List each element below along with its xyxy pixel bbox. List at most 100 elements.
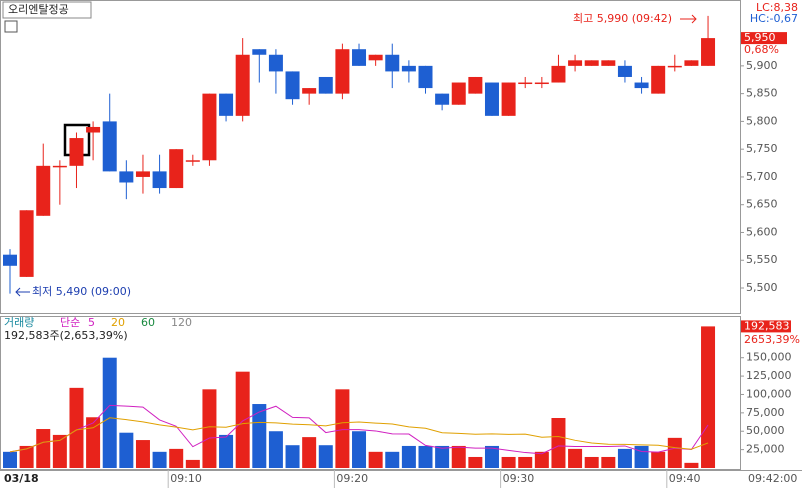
price-tag [741,32,787,45]
candle-body [385,54,400,72]
candle-body [52,165,67,168]
candle-body [185,160,200,162]
volume-bar [268,431,283,468]
volume-bar [36,429,51,468]
volume-ma [9,404,709,455]
legend-period: 5 [88,316,95,329]
candle-body [335,49,350,94]
price-panel [0,0,741,314]
volume-bar [401,445,416,468]
volume-bar [202,389,217,468]
volume-bar [335,389,350,468]
candle-body [3,254,17,266]
candle-body [401,65,416,72]
high-arrow [680,14,697,24]
volume-bar [169,448,184,468]
volume-bar [152,451,167,468]
volume-bar [185,459,200,468]
volume-pct: 2653,39% [744,333,800,346]
volume-bar [352,431,367,468]
x-tick-label: 09:20 [336,472,368,485]
volume-tick-label: 125,000 [746,369,792,382]
candle-body [484,82,499,116]
candle-body [302,88,317,94]
candle-body [601,60,616,66]
volume-ma [9,417,709,453]
volume-bar [667,437,682,468]
volume-bar [69,387,84,468]
hc-label: HC:-0,67 [750,12,798,25]
volume-bar [3,451,17,468]
volume-bar [102,357,117,468]
candle-body [568,60,583,66]
candle-body [667,65,682,68]
candle-body [435,93,450,105]
candle-body [36,165,51,216]
high-note: 최고 5,990 (09:42) [573,12,672,25]
volume-bar [285,445,300,468]
x-tick-label: 09:30 [503,472,535,485]
volume-legend-name: 거래량 [4,316,34,329]
date-label: 03/18 [4,472,39,485]
candle-body [219,93,234,116]
price-tag-label: 5,950 [744,31,776,44]
chart-title: 오리엔탈정공 [8,3,69,16]
volume-bar [701,326,716,468]
candle-body [501,82,516,116]
candle-body [368,54,383,61]
candle-body [285,71,300,100]
volume-tag [741,320,791,333]
volume-tick-label: 75,000 [746,406,785,419]
candle-body [684,60,699,66]
volume-tick-label: 25,000 [746,443,785,456]
candle-body [19,210,34,277]
candle-body [451,82,466,105]
legend-period: 60 [141,316,155,329]
volume-bar [451,445,466,468]
x-tick-label: 09:10 [170,472,202,485]
volume-bar [551,418,566,468]
candle-body [318,76,333,94]
volume-bar [302,437,317,468]
low-note: 최저 5,490 (09:00) [32,285,131,298]
candle-body [352,49,367,66]
candle-body [617,65,632,77]
y-tick-label: 5,500 [746,281,778,294]
volume-bar [19,445,34,468]
volume-bar [568,448,583,468]
legend-period: 20 [111,316,125,329]
candle-body [169,149,184,189]
candle-body [468,76,483,94]
candle-body [651,65,666,94]
volume-bar [385,451,400,468]
y-tick-label: 5,900 [746,59,778,72]
x-tick-label: 09:40 [669,472,701,485]
grid-icon[interactable] [4,20,18,33]
candle-body [584,60,599,66]
volume-bar [468,456,483,468]
volume-bar [52,434,67,468]
volume-bar [484,445,499,468]
volume-bar [318,445,333,468]
volume-info: 192,583주(2,653,39%) [4,329,128,342]
last-time-label: 09:42:00 [748,472,797,485]
volume-bar [518,456,533,468]
volume-tick-label: 50,000 [746,424,785,437]
y-tick-label: 5,650 [746,198,778,211]
volume-legend-ma: 단순 [60,316,80,329]
volume-bar [501,456,516,468]
volume-bar [651,451,666,468]
candle-body [152,171,167,189]
volume-bar [252,404,267,468]
lc-label: LC:8,38 [756,1,798,14]
candle-body [135,171,150,177]
candle-body [102,121,117,172]
volume-bar [601,456,616,468]
y-tick-label: 5,850 [746,87,778,100]
volume-bar [617,448,632,468]
y-tick-label: 5,800 [746,114,778,127]
candle-body [701,38,716,66]
volume-bar [86,417,101,468]
volume-bar [135,440,150,468]
